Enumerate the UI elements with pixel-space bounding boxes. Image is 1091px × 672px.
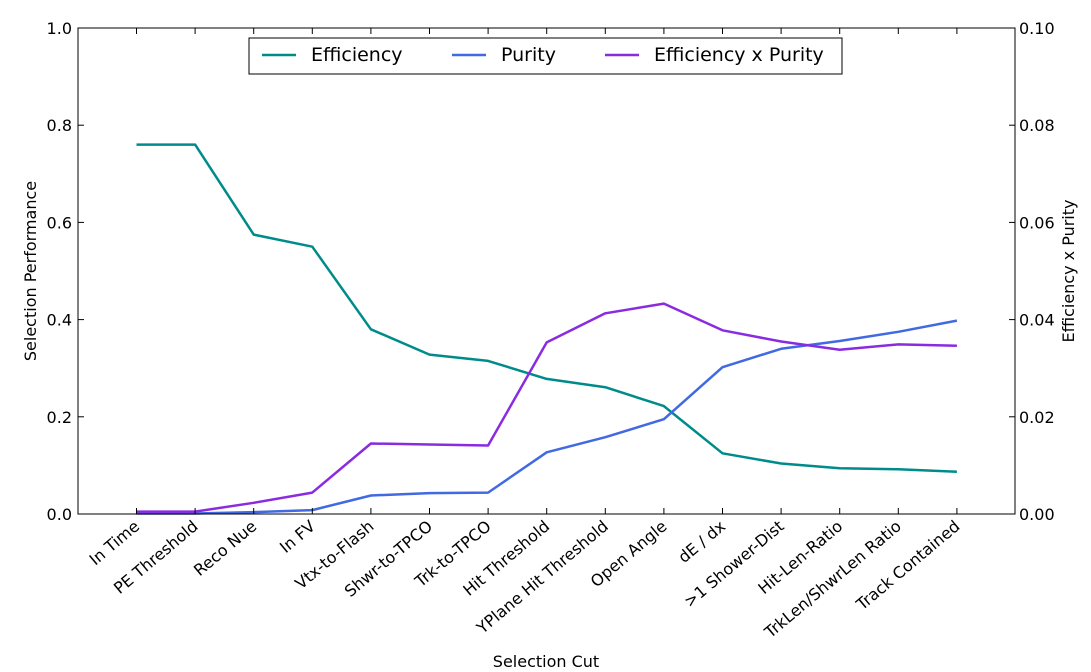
right-axis-tick-labels: 0.00 0.02 0.04 0.06 0.08 0.10: [1019, 19, 1055, 524]
series-lines: [136, 143, 958, 515]
x-axis-title: Selection Cut: [493, 652, 599, 671]
legend-label-efficiency-x-purity: Efficiency x Purity: [654, 44, 824, 66]
y2-tick-label: 0.04: [1019, 311, 1055, 330]
legend: Efficiency Purity Efficiency x Purity: [248, 37, 843, 75]
y-axis-title: Selection Performance: [21, 181, 40, 361]
series-line-efficiency-x-purity: [136, 302, 957, 513]
legend-label-efficiency: Efficiency: [311, 44, 403, 66]
y-tick-label: 0.0: [47, 505, 72, 524]
y2-tick-label: 0.02: [1019, 408, 1055, 427]
series-line-efficiency: [136, 143, 957, 473]
y2-tick-label: 0.00: [1019, 505, 1055, 524]
axis-ticks: [78, 27, 1015, 515]
series-line-purity: [136, 319, 958, 515]
y2-tick-label: 0.10: [1019, 19, 1055, 38]
y2-axis-title: Efficiency x Purity: [1059, 200, 1078, 343]
y-tick-label: 0.2: [47, 408, 72, 427]
legend-box: [248, 37, 843, 75]
y2-tick-label: 0.06: [1019, 213, 1055, 232]
left-axis-tick-labels: 0.0 0.2 0.4 0.6 0.8 1.0: [47, 19, 72, 524]
y-tick-label: 0.6: [47, 213, 72, 232]
legend-label-purity: Purity: [501, 44, 556, 66]
y-tick-label: 0.4: [47, 311, 72, 330]
y-tick-label: 0.8: [47, 116, 72, 135]
y2-tick-label: 0.08: [1019, 116, 1055, 135]
y-tick-label: 1.0: [47, 19, 72, 38]
